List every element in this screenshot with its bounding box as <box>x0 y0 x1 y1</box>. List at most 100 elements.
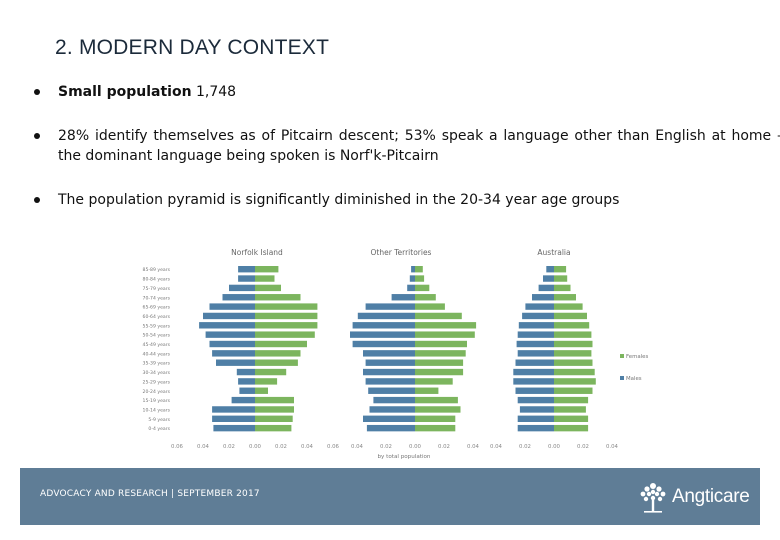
male-bar <box>363 368 415 376</box>
panel-title: Other Territories <box>371 248 432 257</box>
male-bar <box>236 368 255 376</box>
x-tick-label: 0.00 <box>548 444 561 450</box>
female-bar <box>415 331 475 338</box>
female-bar <box>415 266 423 273</box>
male-bar <box>391 294 415 301</box>
female-bar <box>554 406 586 413</box>
male-bar <box>199 322 255 329</box>
age-label: 15-19 years <box>143 398 171 404</box>
male-bar <box>365 378 415 385</box>
female-bar <box>415 275 425 282</box>
male-bar <box>515 387 554 394</box>
male-bar <box>363 350 415 357</box>
male-bar <box>519 406 554 413</box>
female-bar <box>554 424 589 432</box>
legend-swatch <box>620 354 624 358</box>
male-bar <box>365 303 415 310</box>
age-label: 0-4 years <box>148 426 170 432</box>
male-bar <box>513 368 554 376</box>
age-label: 30-34 years <box>143 370 171 376</box>
bullet-item-pyramid: The population pyramid is significantly … <box>34 190 780 210</box>
age-label: 25-29 years <box>143 379 171 385</box>
x-tick-label: 0.04 <box>606 444 619 450</box>
male-bar <box>538 284 554 292</box>
logo-text: Angticare <box>672 486 750 507</box>
bullet-text: 1,748 <box>191 84 237 100</box>
population-pyramid-chart: 85-89 years 80-84 years 75-79 years 70-74 y… <box>124 236 656 466</box>
male-bar <box>239 387 255 394</box>
female-bar <box>255 312 318 320</box>
footer-text: ADVOCACY AND RESEARCH | SEPTEMBER 2017 <box>40 489 260 499</box>
male-bar <box>238 378 255 385</box>
male-bar <box>373 396 415 404</box>
female-bar <box>554 312 587 320</box>
bullet-item-descent: 28% identify themselves as of Pitcairn d… <box>34 126 780 166</box>
bullet-text: 28% identify themselves as of Pitcairn d… <box>58 128 780 164</box>
age-label: 55-59 years <box>143 323 171 329</box>
age-label: 20-24 years <box>143 389 171 395</box>
female-bar <box>255 415 293 422</box>
female-bar <box>554 340 593 348</box>
bullet-bold-text: Small population <box>58 84 192 100</box>
female-bar <box>255 396 294 404</box>
female-bar <box>554 303 583 310</box>
age-label: 65-69 years <box>143 305 171 311</box>
female-bar <box>415 387 439 394</box>
age-label: 35-39 years <box>143 361 171 367</box>
x-tick-label: 0.02 <box>275 444 287 450</box>
female-bar <box>554 266 567 273</box>
female-bar <box>415 378 453 385</box>
male-bar <box>409 275 415 282</box>
female-bar <box>255 294 301 301</box>
x-tick-label: 0.04 <box>467 444 480 450</box>
male-bar <box>518 322 554 329</box>
female-bar <box>415 303 445 310</box>
female-bar <box>255 368 287 376</box>
page-title: 2. MODERN DAY CONTEXT <box>55 36 330 59</box>
female-bar <box>554 396 589 404</box>
male-bar <box>407 284 415 292</box>
male-bar <box>525 303 554 310</box>
male-bar <box>209 340 255 348</box>
female-bar <box>415 359 464 366</box>
x-tick-label: 0.06 <box>171 444 184 450</box>
female-bar <box>415 415 456 422</box>
female-bar <box>554 331 592 338</box>
bullet-dot <box>34 89 40 95</box>
female-bar <box>415 368 464 376</box>
male-bar <box>365 359 415 366</box>
age-label: 80-84 years <box>143 277 171 283</box>
male-bar <box>238 266 255 273</box>
male-bar <box>205 331 255 338</box>
legend-swatch <box>620 376 624 380</box>
male-bar <box>532 294 554 301</box>
male-bar <box>357 312 415 320</box>
bullet-dot <box>34 197 40 203</box>
male-bar <box>517 331 554 338</box>
bullet-dot <box>34 133 40 139</box>
female-bar <box>255 406 294 413</box>
male-bar <box>229 284 255 292</box>
male-bar <box>522 312 554 320</box>
male-bar <box>363 415 415 422</box>
male-bar <box>515 359 554 366</box>
x-tick-label: 0.04 <box>351 444 364 450</box>
female-bar <box>255 387 268 394</box>
female-bar <box>255 266 279 273</box>
male-bar <box>543 275 554 282</box>
male-bar <box>517 350 554 357</box>
female-bar <box>415 294 436 301</box>
age-label: 40-44 years <box>143 351 171 357</box>
female-bar <box>415 350 466 357</box>
male-bar <box>212 406 255 413</box>
male-bar <box>209 303 255 310</box>
female-bar <box>554 322 590 329</box>
male-bar <box>212 415 255 422</box>
male-bar <box>222 294 255 301</box>
female-bar <box>255 378 278 385</box>
age-label: 50-54 years <box>143 333 171 339</box>
male-bar <box>516 340 554 348</box>
anglicare-logo: Angticare <box>636 478 756 516</box>
female-bar <box>255 303 318 310</box>
female-bar <box>554 387 593 394</box>
